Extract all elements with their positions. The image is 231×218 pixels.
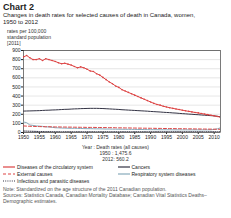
svg-text:1985: 1985 (129, 134, 140, 140)
html-text:standard population: standard population (7, 34, 51, 40)
svg-text:1990: 1990 (145, 134, 156, 140)
html-text:Changes in death rates for sel: Changes in death rates for selected caus… (3, 12, 196, 18)
html-text:Respiratory system diseases: Respiratory system diseases (131, 171, 196, 177)
svg-text:700: 700 (12, 65, 21, 71)
html-text:Chart 2: Chart 2 (3, 2, 34, 12)
svg-text:1965: 1965 (66, 134, 77, 140)
html-text:Note: Standardized on the age: Note: Standardized on the age structure … (3, 186, 167, 192)
html-text:Year : Death rates (all causes: Year : Death rates (all causes) 1950 : 1… (82, 144, 149, 162)
svg-text:400: 400 (12, 93, 21, 99)
svg-text:1980: 1980 (113, 134, 124, 140)
svg-text:1970: 1970 (81, 134, 92, 140)
html-text:Infectious and parasitic disea: Infectious and parasitic diseases (17, 178, 90, 184)
svg-text:100: 100 (12, 120, 21, 126)
svg-text:800: 800 (12, 56, 21, 62)
svg-text:0: 0 (17, 129, 21, 136)
html-text:rates per 100,000: rates per 100,000 (7, 28, 47, 34)
html-text:[2011]: [2011] (7, 40, 21, 46)
html-text:External causes: External causes (17, 171, 53, 177)
svg-text:900: 900 (12, 47, 21, 53)
svg-text:2005: 2005 (193, 134, 204, 140)
svg-text:1995: 1995 (161, 134, 172, 140)
svg-text:1975: 1975 (97, 134, 108, 140)
html-text:Diseases of the circulatory sy: Diseases of the circulatory system (17, 164, 93, 170)
svg-text:600: 600 (12, 74, 21, 80)
html-text:1950 to 2012: 1950 to 2012 (3, 19, 38, 25)
svg-text:300: 300 (12, 102, 21, 108)
svg-text:1955: 1955 (34, 134, 45, 140)
svg-text:200: 200 (12, 111, 21, 117)
html-text:Cancers: Cancers (131, 164, 151, 170)
html-text:Sources: Statistics Canada, Ca: Sources: Statistics Canada, Canadian Mor… (3, 192, 207, 204)
svg-text:500: 500 (12, 84, 21, 90)
svg-text:2010: 2010 (209, 134, 220, 140)
svg-text:1960: 1960 (50, 134, 61, 140)
svg-text:1950: 1950 (18, 134, 29, 140)
svg-text:2000: 2000 (177, 134, 188, 140)
